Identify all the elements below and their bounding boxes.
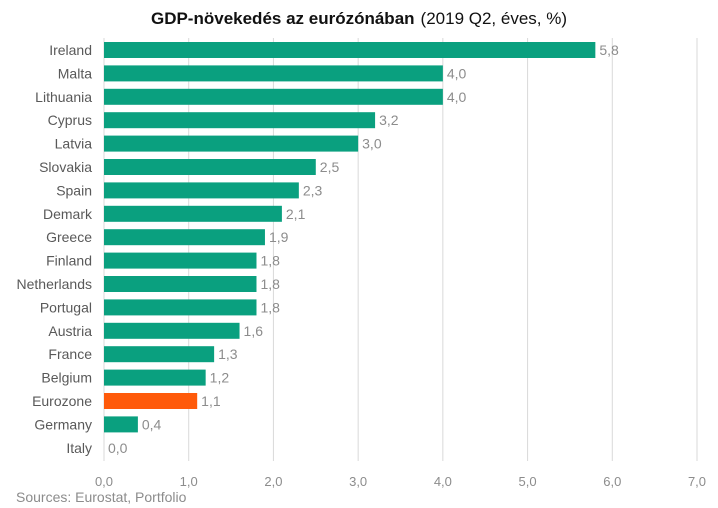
bar	[104, 393, 198, 409]
bar	[104, 322, 240, 339]
value-label: 1,2	[210, 370, 230, 386]
category-label: Netherlands	[17, 276, 93, 292]
bar	[104, 182, 299, 199]
value-label: 1,3	[218, 346, 238, 362]
value-label: 1,8	[260, 253, 280, 269]
category-label: Austria	[48, 323, 92, 339]
category-label: Demark	[43, 206, 93, 222]
bar	[104, 135, 359, 152]
bar	[104, 299, 257, 316]
value-label: 3,2	[379, 112, 399, 128]
bar	[104, 276, 257, 292]
x-tick-labels: 0,0 1,0 2,0 3,0 4,0 5,0 6,0 7,0	[95, 474, 706, 489]
category-label: Slovakia	[39, 159, 92, 175]
value-label: 1,9	[269, 229, 289, 245]
bar	[104, 346, 215, 363]
value-label: 5,8	[599, 42, 619, 58]
bar	[104, 369, 206, 386]
category-label: Germany	[34, 416, 92, 432]
value-label: 4,0	[447, 89, 467, 105]
bar	[104, 252, 257, 269]
bar	[104, 112, 376, 129]
chart-title-main: GDP-növekedés az eurózónában	[150, 9, 415, 28]
bar	[104, 205, 282, 222]
bar	[104, 42, 596, 58]
category-label: Latvia	[55, 136, 93, 152]
value-label: 1,1	[201, 393, 221, 409]
value-label: 2,3	[303, 182, 323, 198]
bar	[104, 416, 138, 433]
x-tick-label: 7,0	[688, 474, 706, 489]
value-label: 1,6	[244, 323, 264, 339]
category-label: Ireland	[49, 42, 92, 58]
value-label: 1,8	[260, 299, 280, 315]
grid-lines	[103, 38, 698, 461]
x-tick-label: 0,0	[95, 474, 113, 489]
value-label: 2,1	[286, 206, 306, 222]
category-label: Greece	[46, 229, 92, 245]
bars	[104, 42, 596, 433]
category-label: Eurozone	[32, 393, 92, 409]
value-label: 2,5	[320, 159, 340, 175]
category-label: Portugal	[40, 299, 92, 315]
bar	[104, 159, 316, 175]
x-tick-label: 4,0	[434, 474, 452, 489]
x-tick-label: 5,0	[519, 474, 537, 489]
category-label: Spain	[56, 182, 92, 198]
x-tick-label: 2,0	[264, 474, 282, 489]
value-label: 4,0	[447, 65, 467, 81]
category-label: Italy	[66, 440, 92, 456]
value-label: 3,0	[362, 136, 382, 152]
source-note: Sources: Eurostat, Portfolio	[16, 489, 187, 505]
bar	[104, 88, 443, 105]
chart-title-sub: (2019 Q2, éves, %)	[420, 9, 568, 28]
category-label: Cyprus	[48, 112, 92, 128]
category-label: Finland	[46, 253, 92, 269]
category-label: France	[48, 346, 92, 362]
value-label: 1,8	[260, 276, 280, 292]
x-tick-label: 6,0	[603, 474, 621, 489]
value-label: 0,0	[108, 440, 128, 456]
chart-title: GDP-növekedés az eurózónában (2019 Q2, év…	[0, 9, 718, 29]
value-labels: 5,8 4,0 4,0 3,2 3,0 2,5 2,3 2,1 1,9 1,8 1,8 1,8 1,6 1…	[108, 42, 619, 456]
bar	[104, 229, 265, 246]
category-label: Lithuania	[35, 89, 92, 105]
x-tick-label: 3,0	[349, 474, 367, 489]
value-label: 0,4	[142, 416, 162, 432]
bar	[104, 65, 443, 82]
category-label: Belgium	[41, 370, 92, 386]
x-tick-label: 1,0	[180, 474, 198, 489]
category-label: Malta	[58, 65, 92, 81]
category-labels: Ireland Malta Lithuania Cyprus Latvia Slovaki…	[17, 42, 93, 456]
